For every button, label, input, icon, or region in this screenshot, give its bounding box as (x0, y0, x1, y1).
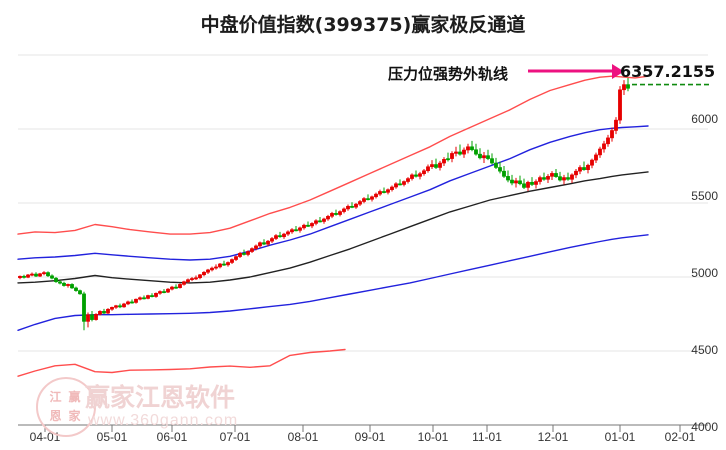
last-price-label: 6357.2155 (620, 62, 716, 81)
x-axis-label-4: 08-01 (287, 430, 319, 444)
y-axis-label-5000: 5000 (691, 266, 718, 280)
x-axis-label-3: 07-01 (219, 430, 251, 444)
x-axis-label-9: 01-01 (604, 430, 636, 444)
page-title: 中盘价值指数(399375)赢家极反通道 (200, 14, 526, 36)
x-axis-label-10: 02-01 (664, 430, 696, 444)
x-axis-label-2: 06-01 (156, 430, 188, 444)
x-axis-label-7: 11-01 (472, 430, 502, 444)
x-axis-label-8: 12-01 (537, 430, 569, 444)
x-axis-label-1: 05-01 (96, 430, 128, 444)
resistance-annotation-label: 压力位强势外轨线 (388, 65, 509, 83)
x-axis-label-0: 04-01 (29, 430, 61, 444)
y-axis-label-5500: 5500 (691, 189, 718, 203)
x-axis-label-5: 09-01 (354, 430, 386, 444)
y-axis-label-4500: 4500 (691, 343, 718, 357)
y-axis-label-6000: 6000 (691, 112, 718, 126)
x-axis-label-6: 10-01 (417, 430, 449, 444)
y-axis-label-4000: 4000 (691, 420, 718, 434)
